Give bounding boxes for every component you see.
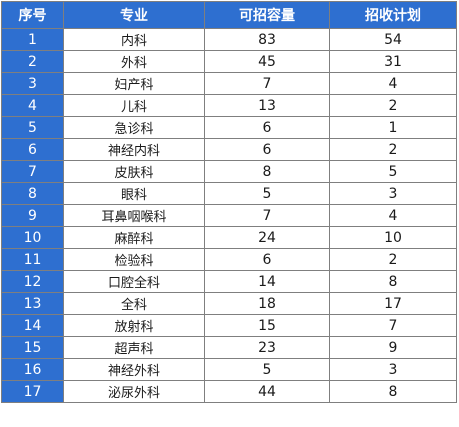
table-row: 10 麻醉科 24 10 xyxy=(1,226,457,249)
table-row: 12 口腔全科 14 8 xyxy=(1,270,457,293)
cell-plan[interactable]: 5 xyxy=(329,160,457,183)
cell-plan[interactable]: 17 xyxy=(329,292,457,315)
cell-capacity[interactable]: 14 xyxy=(204,270,330,293)
cell-capacity[interactable]: 7 xyxy=(204,72,330,95)
cell-plan[interactable]: 2 xyxy=(329,138,457,161)
table-row: 15 超声科 23 9 xyxy=(1,336,457,359)
header-plan[interactable]: 招收计划 xyxy=(329,1,457,29)
table-body: 1 内科 83 54 2 外科 45 31 3 妇产科 7 4 4 儿科 13 2 5 急诊科 6 1 6 神经内科 6 2 7… xyxy=(1,28,457,403)
cell-index[interactable]: 14 xyxy=(1,314,64,337)
cell-capacity[interactable]: 5 xyxy=(204,182,330,205)
cell-major[interactable]: 检验科 xyxy=(63,248,205,271)
table-row: 11 检验科 6 2 xyxy=(1,248,457,271)
cell-capacity[interactable]: 23 xyxy=(204,336,330,359)
cell-capacity[interactable]: 83 xyxy=(204,28,330,51)
cell-plan[interactable]: 54 xyxy=(329,28,457,51)
table-row: 17 泌尿外科 44 8 xyxy=(1,380,457,403)
cell-plan[interactable]: 4 xyxy=(329,72,457,95)
cell-plan[interactable]: 31 xyxy=(329,50,457,73)
cell-index[interactable]: 17 xyxy=(1,380,64,403)
cell-index[interactable]: 1 xyxy=(1,28,64,51)
cell-index[interactable]: 6 xyxy=(1,138,64,161)
cell-major[interactable]: 神经外科 xyxy=(63,358,205,381)
table-row: 3 妇产科 7 4 xyxy=(1,72,457,95)
cell-index[interactable]: 7 xyxy=(1,160,64,183)
cell-plan[interactable]: 10 xyxy=(329,226,457,249)
cell-capacity[interactable]: 15 xyxy=(204,314,330,337)
table-row: 14 放射科 15 7 xyxy=(1,314,457,337)
table-row: 2 外科 45 31 xyxy=(1,50,457,73)
cell-major[interactable]: 内科 xyxy=(63,28,205,51)
header-index[interactable]: 序号 xyxy=(1,1,64,29)
cell-capacity[interactable]: 13 xyxy=(204,94,330,117)
cell-capacity[interactable]: 6 xyxy=(204,248,330,271)
cell-capacity[interactable]: 7 xyxy=(204,204,330,227)
cell-capacity[interactable]: 8 xyxy=(204,160,330,183)
cell-capacity[interactable]: 6 xyxy=(204,116,330,139)
cell-capacity[interactable]: 5 xyxy=(204,358,330,381)
cell-major[interactable]: 外科 xyxy=(63,50,205,73)
cell-capacity[interactable]: 24 xyxy=(204,226,330,249)
cell-capacity[interactable]: 45 xyxy=(204,50,330,73)
cell-index[interactable]: 11 xyxy=(1,248,64,271)
cell-major[interactable]: 妇产科 xyxy=(63,72,205,95)
cell-major[interactable]: 神经内科 xyxy=(63,138,205,161)
cell-plan[interactable]: 2 xyxy=(329,248,457,271)
cell-index[interactable]: 10 xyxy=(1,226,64,249)
cell-plan[interactable]: 7 xyxy=(329,314,457,337)
cell-major[interactable]: 泌尿外科 xyxy=(63,380,205,403)
cell-index[interactable]: 15 xyxy=(1,336,64,359)
cell-major[interactable]: 全科 xyxy=(63,292,205,315)
cell-index[interactable]: 12 xyxy=(1,270,64,293)
cell-plan[interactable]: 8 xyxy=(329,270,457,293)
cell-major[interactable]: 急诊科 xyxy=(63,116,205,139)
cell-major[interactable]: 超声科 xyxy=(63,336,205,359)
table-row: 6 神经内科 6 2 xyxy=(1,138,457,161)
cell-major[interactable]: 皮肤科 xyxy=(63,160,205,183)
cell-index[interactable]: 8 xyxy=(1,182,64,205)
cell-index[interactable]: 3 xyxy=(1,72,64,95)
cell-plan[interactable]: 1 xyxy=(329,116,457,139)
cell-major[interactable]: 口腔全科 xyxy=(63,270,205,293)
table-row: 1 内科 83 54 xyxy=(1,28,457,51)
cell-plan[interactable]: 9 xyxy=(329,336,457,359)
cell-index[interactable]: 2 xyxy=(1,50,64,73)
cell-major[interactable]: 眼科 xyxy=(63,182,205,205)
cell-major[interactable]: 儿科 xyxy=(63,94,205,117)
cell-plan[interactable]: 8 xyxy=(329,380,457,403)
header-row: 序号 专业 可招容量 招收计划 xyxy=(1,1,457,29)
cell-index[interactable]: 4 xyxy=(1,94,64,117)
table-row: 9 耳鼻咽喉科 7 4 xyxy=(1,204,457,227)
table-row: 5 急诊科 6 1 xyxy=(1,116,457,139)
cell-index[interactable]: 5 xyxy=(1,116,64,139)
cell-plan[interactable]: 2 xyxy=(329,94,457,117)
cell-capacity[interactable]: 18 xyxy=(204,292,330,315)
cell-plan[interactable]: 4 xyxy=(329,204,457,227)
cell-index[interactable]: 9 xyxy=(1,204,64,227)
cell-capacity[interactable]: 44 xyxy=(204,380,330,403)
table-row: 16 神经外科 5 3 xyxy=(1,358,457,381)
table-row: 13 全科 18 17 xyxy=(1,292,457,315)
table-row: 8 眼科 5 3 xyxy=(1,182,457,205)
cell-capacity[interactable]: 6 xyxy=(204,138,330,161)
recruitment-table: 序号 专业 可招容量 招收计划 1 内科 83 54 2 外科 45 31 3 妇产科 7 4 4 儿科 1… xyxy=(1,1,457,403)
cell-index[interactable]: 16 xyxy=(1,358,64,381)
header-major[interactable]: 专业 xyxy=(63,1,205,29)
cell-index[interactable]: 13 xyxy=(1,292,64,315)
cell-major[interactable]: 放射科 xyxy=(63,314,205,337)
table-header: 序号 专业 可招容量 招收计划 xyxy=(1,1,457,29)
table-row: 4 儿科 13 2 xyxy=(1,94,457,117)
cell-plan[interactable]: 3 xyxy=(329,182,457,205)
table-row: 7 皮肤科 8 5 xyxy=(1,160,457,183)
header-capacity[interactable]: 可招容量 xyxy=(204,1,330,29)
cell-plan[interactable]: 3 xyxy=(329,358,457,381)
cell-major[interactable]: 耳鼻咽喉科 xyxy=(63,204,205,227)
cell-major[interactable]: 麻醉科 xyxy=(63,226,205,249)
